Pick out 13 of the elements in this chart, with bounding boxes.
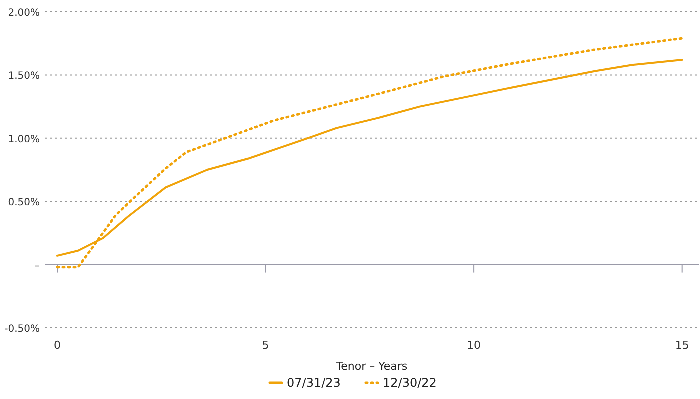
y-tick-label: 1.50% — [8, 71, 40, 82]
x-tick-label: 5 — [262, 339, 270, 352]
legend-label: 12/30/22 — [383, 376, 437, 390]
y-tick-label: – — [35, 260, 40, 272]
x-tick-label: 10 — [467, 339, 482, 352]
y-tick-label: -0.50% — [4, 324, 40, 335]
y-tick-label: 1.00% — [8, 134, 40, 146]
x-tick-label: 15 — [675, 339, 690, 352]
legend-label: 07/31/23 — [287, 376, 341, 390]
x-axis-title: Tenor – Years — [335, 360, 408, 373]
y-tick-label: 2.00% — [8, 8, 40, 19]
x-tick-label: 0 — [54, 339, 61, 352]
y-tick-label: 0.50% — [8, 198, 40, 209]
